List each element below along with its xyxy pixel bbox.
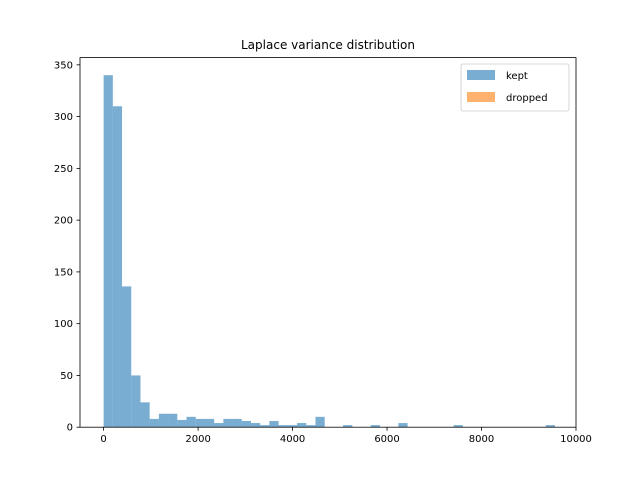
y-tick-label-5: 250 bbox=[54, 164, 73, 175]
bar-kept-22 bbox=[306, 425, 316, 428]
legend-swatch-kept bbox=[467, 70, 495, 80]
x-tick-label-3: 6000 bbox=[374, 434, 399, 445]
y-tick-label-4: 200 bbox=[54, 216, 73, 227]
x-tick-label-5: 10000 bbox=[560, 434, 592, 445]
x-axis-ticks: 0 2000 4000 6000 8000 10000 bbox=[100, 427, 592, 445]
bar-kept-26 bbox=[398, 423, 408, 428]
y-tick-label-2: 100 bbox=[54, 319, 73, 330]
bar-kept-1 bbox=[112, 106, 123, 428]
bar-kept-11 bbox=[204, 418, 215, 428]
bar-kept-3 bbox=[131, 375, 141, 428]
y-tick-label-6: 300 bbox=[54, 112, 73, 123]
x-tick-label-1: 2000 bbox=[185, 434, 210, 445]
legend-label-kept: kept bbox=[506, 71, 528, 82]
axes-frame bbox=[79, 57, 577, 428]
y-axis-ticks: 0 50 100 150 200 250 300 350 bbox=[54, 60, 80, 434]
bar-kept-13 bbox=[223, 418, 233, 428]
bar-kept-24 bbox=[343, 425, 353, 428]
bar-kept-2 bbox=[122, 286, 132, 428]
x-tick-label-2: 4000 bbox=[280, 434, 305, 445]
chart-title: Laplace variance distribution bbox=[241, 38, 415, 52]
y-tick-label-1: 50 bbox=[60, 371, 73, 382]
y-tick-label-7: 350 bbox=[54, 60, 73, 71]
x-tick-label-0: 0 bbox=[100, 434, 106, 445]
bar-kept-5 bbox=[149, 418, 159, 428]
bars-group bbox=[103, 75, 555, 428]
bar-kept-23 bbox=[315, 416, 325, 428]
bar-kept-10 bbox=[195, 418, 205, 428]
bar-kept-19 bbox=[278, 425, 288, 428]
bar-kept-4 bbox=[140, 402, 150, 428]
bar-kept-0 bbox=[103, 75, 113, 428]
y-tick-label-0: 0 bbox=[67, 423, 73, 434]
bar-kept-15 bbox=[241, 420, 251, 428]
x-tick-label-4: 8000 bbox=[469, 434, 494, 445]
bar-kept-9 bbox=[186, 416, 196, 428]
bar-kept-7 bbox=[168, 413, 178, 428]
bar-kept-8 bbox=[177, 419, 187, 428]
legend-swatch-dropped bbox=[467, 92, 495, 102]
bar-kept-6 bbox=[158, 413, 169, 428]
bar-kept-28 bbox=[545, 425, 555, 428]
bar-kept-12 bbox=[214, 423, 224, 428]
legend: kept dropped bbox=[460, 63, 570, 112]
bar-kept-21 bbox=[297, 423, 307, 428]
bar-kept-25 bbox=[370, 425, 380, 428]
bar-kept-18 bbox=[269, 420, 279, 428]
y-tick-label-3: 150 bbox=[54, 267, 73, 278]
bar-kept-16 bbox=[251, 423, 261, 428]
bar-kept-14 bbox=[232, 418, 242, 428]
legend-label-dropped: dropped bbox=[506, 93, 548, 104]
bar-kept-17 bbox=[260, 425, 270, 428]
bar-kept-20 bbox=[287, 425, 298, 428]
bar-kept-27 bbox=[453, 425, 463, 428]
